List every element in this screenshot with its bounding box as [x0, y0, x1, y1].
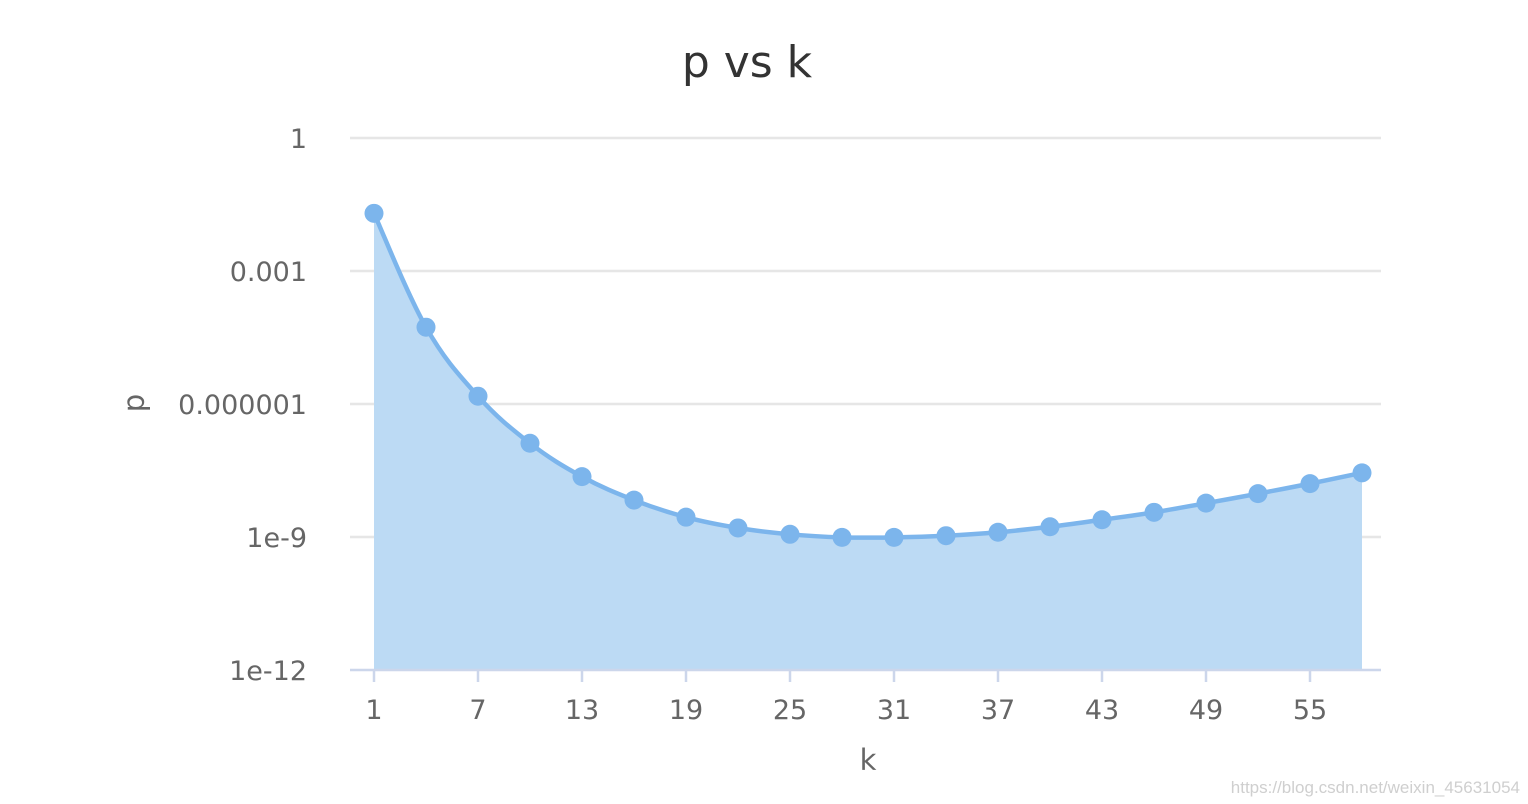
- data-point: [417, 318, 436, 337]
- x-tick-label: 7: [469, 695, 486, 726]
- data-point: [1301, 474, 1320, 493]
- data-point: [573, 467, 592, 486]
- x-tick-label: 37: [981, 695, 1015, 726]
- y-tick-label: 1: [290, 124, 307, 155]
- data-point: [677, 508, 696, 527]
- data-point: [365, 204, 384, 223]
- x-tick-label: 1: [365, 695, 382, 726]
- data-point: [1145, 503, 1164, 522]
- data-point: [885, 528, 904, 547]
- data-point: [1249, 484, 1268, 503]
- data-point: [1041, 517, 1060, 536]
- x-tick-label: 13: [565, 695, 599, 726]
- data-point: [1197, 494, 1216, 513]
- y-tick-label: 1e-9: [246, 523, 307, 554]
- x-tick-label: 43: [1085, 695, 1119, 726]
- x-tick-label: 31: [877, 695, 911, 726]
- data-point: [469, 387, 488, 406]
- x-tick-label: 49: [1189, 695, 1223, 726]
- y-tick-label: 0.001: [230, 257, 307, 288]
- data-point: [625, 491, 644, 510]
- data-point: [989, 523, 1008, 542]
- data-point: [781, 525, 800, 544]
- y-axis-label: p: [117, 394, 151, 412]
- y-axis-ticks: 1 0.001 0.000001 1e-9 1e-12: [178, 124, 307, 687]
- data-point: [521, 434, 540, 453]
- data-point: [1093, 510, 1112, 529]
- data-point: [1353, 463, 1372, 482]
- y-tick-label: 0.000001: [178, 390, 307, 421]
- data-point: [937, 526, 956, 545]
- data-point: [833, 528, 852, 547]
- x-axis-label: k: [860, 743, 877, 777]
- x-tick-label: 19: [669, 695, 703, 726]
- x-axis-ticks: 1 7 13 19 25 31 37 43 49 55: [365, 670, 1327, 726]
- x-tick-label: 25: [773, 695, 807, 726]
- chart-title: p vs k: [682, 37, 813, 88]
- y-tick-label: 1e-12: [229, 656, 307, 687]
- data-point: [729, 518, 748, 537]
- x-tick-label: 55: [1293, 695, 1327, 726]
- watermark: https://blog.csdn.net/weixin_45631054: [1231, 778, 1520, 798]
